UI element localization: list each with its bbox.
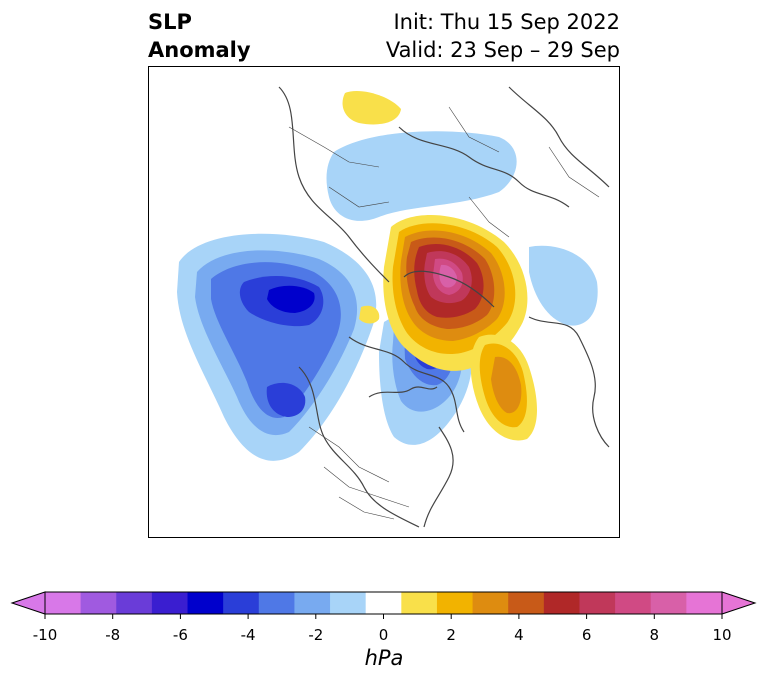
colorbar-cell [401, 592, 438, 614]
init-date: Init: Thu 15 Sep 2022 [393, 10, 620, 34]
colorbar-cell [294, 592, 331, 614]
title-variable-type: Anomaly [148, 38, 251, 62]
colorbar-cell [472, 592, 509, 614]
colorbar-cell [365, 592, 402, 614]
colorbar-cell [187, 592, 224, 614]
anomaly-high-scandinavia [383, 215, 528, 371]
chart-title-left: SLP Anomaly [148, 8, 251, 64]
colorbar-cell [80, 592, 117, 614]
colorbar-tick-label: -10 [32, 626, 58, 644]
colorbar-cell [686, 592, 723, 614]
anomaly-high-siberia [470, 334, 537, 441]
colorbar-tick-label: -2 [308, 626, 324, 644]
map-canvas [177, 86, 610, 528]
chart-title-right: Init: Thu 15 Sep 2022 Valid: 23 Sep – 29… [386, 8, 620, 64]
colorbar-cell [223, 592, 260, 614]
colorbar-cell [508, 592, 545, 614]
colorbar-min-extend [10, 591, 46, 615]
colorbar-tick-label: 8 [649, 626, 660, 644]
colorbar-cell [579, 592, 616, 614]
colorbar-cell [650, 592, 687, 614]
colorbar-cell [151, 592, 189, 614]
colorbar-max-extend [721, 591, 757, 615]
colorbar-cell [436, 592, 474, 614]
borders [288, 106, 600, 520]
polar-map [148, 66, 620, 538]
anomaly-high-europe [342, 90, 401, 324]
colorbar-units: hPa [364, 646, 404, 670]
colorbar-cell [330, 592, 367, 614]
colorbar [10, 591, 757, 619]
colorbar-cell [258, 592, 295, 614]
colorbar-tick-label: 2 [446, 626, 456, 644]
anomaly-low-pacific [177, 233, 377, 461]
colorbar-cell [543, 592, 580, 614]
colorbar-tick-label: 6 [581, 626, 592, 644]
colorbar-cells [45, 592, 723, 614]
colorbar-cell [45, 592, 82, 614]
colorbar-tick-label: 4 [514, 626, 524, 644]
colorbar-tick-label: -4 [240, 626, 256, 644]
colorbar-tick-label: -6 [172, 626, 188, 644]
title-variable: SLP [148, 10, 192, 34]
valid-range: Valid: 23 Sep – 29 Sep [385, 38, 620, 62]
colorbar-tick-label: 0 [378, 626, 389, 644]
colorbar-cell [615, 592, 652, 614]
colorbar-cell [116, 592, 153, 614]
anomaly-low-eurasia [326, 131, 598, 326]
colorbar-tick-label: 10 [712, 626, 732, 644]
colorbar-tick-label: -8 [105, 626, 121, 644]
colorbar-tick-marks [44, 614, 723, 619]
coastlines [278, 86, 610, 528]
